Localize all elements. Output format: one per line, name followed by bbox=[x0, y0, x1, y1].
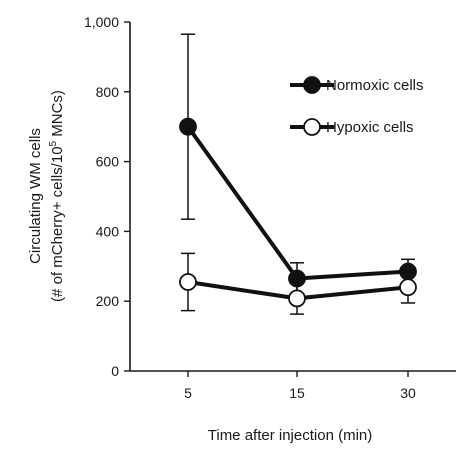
x-axis-ticks: 5 15 30 bbox=[184, 371, 416, 401]
legend-label: Hypoxic cells bbox=[326, 119, 414, 136]
y-axis-ticks: 0 200 400 600 800 1,000 bbox=[84, 14, 130, 379]
y-axis-title: Circulating WM cells (# of mCherry+ cell… bbox=[27, 90, 66, 302]
x-tick-label: 30 bbox=[400, 385, 416, 401]
data-point bbox=[179, 117, 197, 136]
y-tick-label: 200 bbox=[96, 293, 120, 309]
y-axis-title-line1: Circulating WM cells bbox=[27, 128, 44, 264]
legend-marker bbox=[303, 118, 321, 136]
legend-label: Normoxic cells bbox=[326, 77, 424, 94]
axes bbox=[129, 22, 456, 372]
data-point bbox=[179, 273, 197, 291]
x-tick-label: 15 bbox=[289, 385, 305, 401]
y-tick-label: 0 bbox=[111, 363, 119, 379]
y-axis-title-line2-prefix: (# of mCherry+ cells/10 bbox=[49, 146, 66, 301]
data-point bbox=[399, 278, 417, 297]
y-tick-label: 800 bbox=[96, 84, 120, 100]
x-tick-label: 5 bbox=[184, 385, 192, 401]
legend-marker bbox=[303, 76, 321, 94]
series-line bbox=[186, 125, 409, 281]
y-axis-title-line2-suffix: MNCs) bbox=[49, 90, 66, 141]
y-tick-label: 600 bbox=[96, 154, 120, 170]
y-tick-label: 400 bbox=[96, 223, 120, 239]
series-hypoxic bbox=[179, 252, 417, 315]
y-tick-label: 1,000 bbox=[84, 14, 119, 30]
y-axis-title-line2-superscript: 5 bbox=[48, 140, 59, 146]
y-axis-title-line2: (# of mCherry+ cells/105 MNCs) bbox=[48, 90, 66, 302]
series-normoxic bbox=[179, 33, 417, 295]
series-layer bbox=[179, 33, 417, 315]
data-point bbox=[288, 289, 306, 308]
x-axis-title: Time after injection (min) bbox=[208, 427, 373, 444]
legend: Normoxic cells Hypoxic cells bbox=[290, 76, 424, 136]
